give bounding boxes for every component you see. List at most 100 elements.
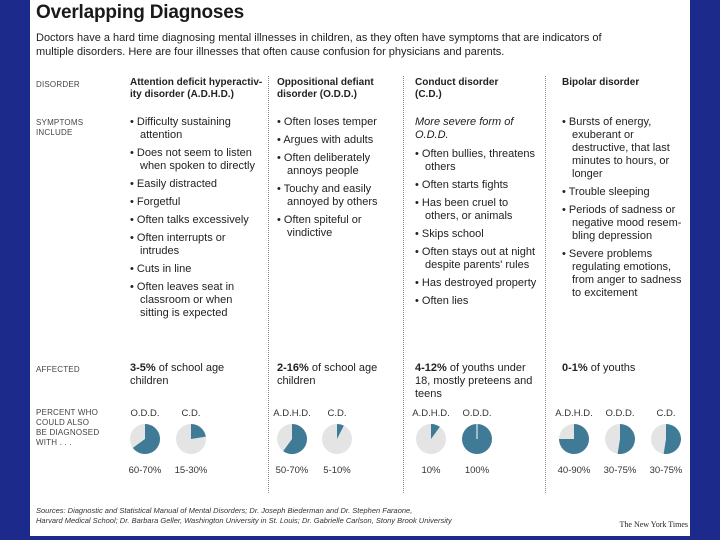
disorder-name-line2: ity disorder (A.D.H.D.) <box>130 89 234 100</box>
pie-percent: 40-90% <box>557 465 591 476</box>
column-divider <box>268 76 269 493</box>
pie-slice <box>663 424 681 454</box>
disorder-note: More severe form of O.D.D. <box>415 116 514 141</box>
symptom-item: Often leaves seat in classroom or when s… <box>130 281 262 320</box>
pie-percent: 30-75% <box>603 465 637 476</box>
pie-label: A.D.H.D. <box>273 408 311 419</box>
disorder-name: Bipolar disorder <box>562 77 687 89</box>
symptom-item: Argues with adults <box>277 134 399 147</box>
symptom-list: Often loses temper Argues with adults Of… <box>277 116 399 245</box>
pie-percent: 100% <box>464 465 490 476</box>
symptom-item: Often bullies, threatens others <box>415 148 543 174</box>
pie-chart: C.D. 15-30% <box>169 408 213 476</box>
symptom-item: Easily distracted <box>130 178 262 191</box>
symptom-item: Often talks excessively <box>130 214 262 227</box>
disorder-name: Conduct disorder (C.D.) <box>415 77 540 101</box>
sources-line1: Sources: Diagnostic and Statistical Manu… <box>36 506 413 515</box>
pie-graphic <box>651 424 681 454</box>
symptom-item: Severe problems regulating emotions, fro… <box>562 248 686 300</box>
graphic-title: Overlapping Diagnoses <box>36 2 245 23</box>
pie-graphic <box>416 424 446 454</box>
pie-chart: A.D.H.D. 40-90% <box>552 408 596 476</box>
pie-label: C.D. <box>181 408 201 419</box>
pie-label: A.D.H.D. <box>412 408 450 419</box>
symptom-item: Bursts of energy, exuberant or destructi… <box>562 116 686 181</box>
row-label-percent-line2: COULD ALSO <box>36 418 90 427</box>
pie-label: O.D.D. <box>462 408 492 419</box>
disorder-name-line2: disorder (O.D.D.) <box>277 89 358 100</box>
row-label-symptoms-line2: INCLUDE <box>36 128 73 137</box>
pie-chart: C.D. 5-10% <box>315 408 359 476</box>
column-divider <box>545 76 546 493</box>
pie-chart: A.D.H.D. 50-70% <box>270 408 314 476</box>
symptom-list: Bursts of energy, exuberant or destructi… <box>562 116 686 305</box>
pie-slice <box>431 424 440 439</box>
affected-text: 4-12% of youths under 18, mostly preteen… <box>415 362 533 400</box>
publisher-credit: The New York Times <box>619 520 688 529</box>
pie-slice <box>283 424 307 454</box>
pie-percent: 30-75% <box>649 465 683 476</box>
affected-text: 3-5% of school age children <box>130 362 225 387</box>
pie-chart: O.D.D. 30-75% <box>598 408 642 476</box>
symptom-item: Touchy and easily annoyed by others <box>277 183 399 209</box>
row-label-percent-line1: PERCENT WHO <box>36 408 99 417</box>
row-label-percent: PERCENT WHO COULD ALSO BE DIAGNOSED WITH… <box>36 408 99 448</box>
disorder-name-line1: Conduct disorder <box>415 77 499 88</box>
sources-note: Sources: Diagnostic and Statistical Manu… <box>36 506 452 526</box>
symptom-item: Has been cruel to others, or animals <box>415 197 543 223</box>
pie-label: C.D. <box>327 408 347 419</box>
row-label-affected: AFFECTED <box>36 365 80 374</box>
symptom-list: More severe form of O.D.D. Often bullies… <box>415 116 543 313</box>
disorder-name-line1: Bipolar disorder <box>562 77 640 88</box>
symptom-item: Often stays out at night despite parents… <box>415 246 543 272</box>
disorder-name-line1: Attention deficit hyperactiv- <box>130 77 263 88</box>
pie-label: O.D.D. <box>130 408 160 419</box>
pie-slice <box>132 424 160 454</box>
symptom-item: Often spiteful or vindictive <box>277 214 399 240</box>
row-label-disorder: DISORDER <box>36 80 80 89</box>
symptom-item: Often deliberately annoys people <box>277 152 399 178</box>
symptom-item: Often interrupts or intrudes <box>130 232 262 258</box>
pie-label: O.D.D. <box>605 408 635 419</box>
row-label-percent-line3: BE DIAGNOSED <box>36 428 100 437</box>
pie-chart: A.D.H.D. 10% <box>409 408 453 476</box>
symptom-item: Often loses temper <box>277 116 399 129</box>
symptom-item: Periods of sadness or negative mood rese… <box>562 204 686 243</box>
disorder-name: Attention deficit hyperactiv- ity disord… <box>130 77 265 101</box>
pie-percent: 10% <box>421 465 441 476</box>
symptom-item: Has destroyed property <box>415 277 543 290</box>
row-label-symptoms: SYMPTOMS INCLUDE <box>36 118 83 138</box>
affected-text: 2-16% of school age children <box>277 362 378 387</box>
column-divider <box>403 76 404 493</box>
pie-chart: C.D. 30-75% <box>644 408 688 476</box>
row-label-percent-line4: WITH . . . <box>36 438 72 447</box>
pie-percent: 15-30% <box>174 465 208 476</box>
pie-label: A.D.H.D. <box>555 408 593 419</box>
graphic-subtitle: Doctors have a hard time diagnosing ment… <box>36 32 602 58</box>
symptom-item: Does not seem to listen when spoken to d… <box>130 147 262 173</box>
sources-line2: Harvard Medical School; Dr. Barbara Gell… <box>36 516 452 525</box>
disorder-name: Oppositional defiant disorder (O.D.D.) <box>277 77 402 101</box>
pie-slice <box>617 424 635 454</box>
symptom-item: Skips school <box>415 228 543 241</box>
symptom-item: Forgetful <box>130 196 262 209</box>
pie-graphic <box>559 424 589 454</box>
row-label-symptoms-line1: SYMPTOMS <box>36 118 84 127</box>
pie-percent: 5-10% <box>323 465 351 476</box>
pie-graphic <box>605 424 635 454</box>
pie-percent: 50-70% <box>275 465 309 476</box>
pie-graphic <box>130 424 160 454</box>
pie-slice <box>559 424 589 454</box>
symptom-item: Difficulty sustaining attention <box>130 116 262 142</box>
pie-chart: O.D.D. 60-70% <box>123 408 167 476</box>
symptom-item: Often starts fights <box>415 179 543 192</box>
pie-graphic <box>176 424 206 454</box>
pie-label: C.D. <box>656 408 676 419</box>
pie-percent: 60-70% <box>128 465 162 476</box>
disorder-name-line2: (C.D.) <box>415 89 442 100</box>
pie-graphic <box>322 424 352 454</box>
pie-graphic <box>277 424 307 454</box>
symptom-item: Cuts in line <box>130 263 262 276</box>
pie-slice <box>191 424 206 439</box>
disorder-name-line1: Oppositional defiant <box>277 77 374 88</box>
